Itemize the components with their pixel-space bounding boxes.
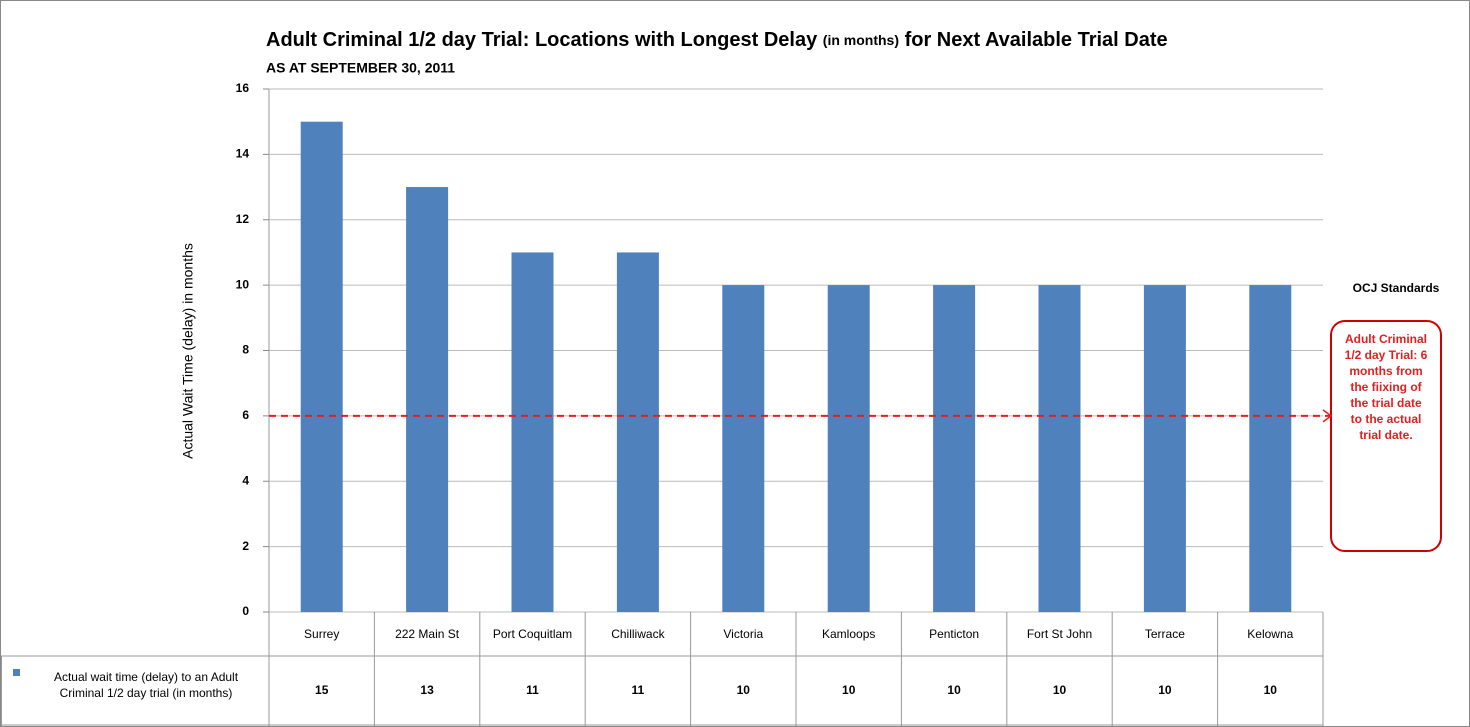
bar [827, 285, 870, 612]
y-tick-label: 2 [242, 539, 249, 553]
table-value: 11 [526, 683, 539, 697]
y-tick-label: 8 [242, 343, 249, 357]
bar [1038, 285, 1081, 612]
y-tick-label: 12 [236, 212, 250, 226]
table-value: 10 [737, 683, 751, 697]
bar [300, 121, 343, 612]
bar [1249, 285, 1292, 612]
x-tick-label: 222 Main St [395, 627, 460, 641]
annotation-header: OCJ Standards [1352, 281, 1440, 295]
table-value: 10 [947, 683, 961, 697]
bar [511, 252, 554, 612]
reference-arrow [1322, 409, 1333, 423]
bar [722, 285, 765, 612]
x-tick-label: Fort St John [1026, 627, 1093, 641]
y-tick-label: 6 [242, 408, 249, 422]
chart-title: Adult Criminal 1/2 day Trial: Locations … [266, 29, 1168, 51]
y-tick-label: 0 [242, 604, 249, 618]
x-tick-label: Chilliwack [611, 627, 665, 641]
table-value: 15 [315, 683, 329, 697]
x-tick-label: Kamloops [822, 627, 876, 641]
legend-label: Actual wait time (delay) to an Adult Cri… [53, 670, 239, 700]
y-tick-label: 4 [242, 473, 249, 487]
title-main: Adult Criminal 1/2 day Trial: Locations … [266, 29, 818, 51]
x-tick-label: Kelowna [1247, 627, 1294, 641]
y-tick-label: 14 [236, 147, 250, 161]
x-tick-label: Port Coquitlam [492, 627, 573, 641]
subtitle: AS AT SEPTEMBER 30, 2011 [266, 60, 455, 76]
bar [616, 252, 659, 612]
y-tick-label: 16 [236, 81, 250, 95]
annotation-text: Adult Criminal 1/2 day Trial: 6 months f… [1344, 332, 1428, 442]
x-tick-label: Terrace [1144, 627, 1185, 641]
bar [933, 285, 976, 612]
table-value: 10 [1053, 683, 1067, 697]
table-value: 10 [842, 683, 856, 697]
x-tick-label: Surrey [304, 627, 340, 641]
table-value: 13 [420, 683, 434, 697]
bar [406, 187, 449, 612]
x-tick-label: Victoria [723, 627, 764, 641]
table-value: 10 [1264, 683, 1278, 697]
x-tick-label: Penticton [929, 627, 980, 641]
table-value: 10 [1158, 683, 1172, 697]
y-axis-label: Actual Wait Time (delay) in months [180, 243, 196, 459]
y-tick-label: 10 [236, 277, 250, 291]
title-note: (in months) [823, 32, 899, 48]
annotation-box [1330, 320, 1442, 552]
bar [1143, 285, 1186, 612]
table-value: 11 [632, 683, 645, 697]
legend-marker [13, 669, 20, 676]
title-end: for Next Available Trial Date [905, 29, 1168, 51]
